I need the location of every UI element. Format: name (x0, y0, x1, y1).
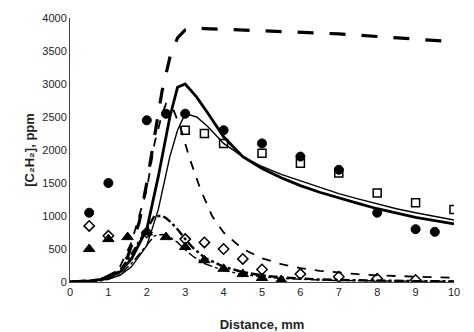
svg-text:3000: 3000 (42, 78, 66, 90)
svg-text:2000: 2000 (42, 144, 66, 156)
svg-text:1000: 1000 (42, 210, 66, 222)
svg-text:4: 4 (221, 286, 227, 298)
svg-text:[C₂H₂], ppm: [C₂H₂], ppm (22, 113, 37, 187)
svg-text:9: 9 (413, 286, 419, 298)
svg-text:4000: 4000 (42, 12, 66, 24)
svg-text:0: 0 (67, 286, 73, 298)
svg-text:500: 500 (48, 243, 66, 255)
svg-text:3: 3 (182, 286, 188, 298)
svg-text:3500: 3500 (42, 45, 66, 57)
svg-text:2500: 2500 (42, 111, 66, 123)
svg-text:1500: 1500 (42, 177, 66, 189)
svg-text:7: 7 (336, 286, 342, 298)
svg-text:0: 0 (61, 276, 67, 288)
svg-text:2: 2 (144, 286, 150, 298)
svg-text:Distance, mm: Distance, mm (220, 317, 305, 332)
svg-text:5: 5 (259, 286, 265, 298)
svg-text:6: 6 (297, 286, 303, 298)
svg-text:10: 10 (448, 286, 460, 298)
svg-text:1: 1 (105, 286, 111, 298)
svg-text:8: 8 (374, 286, 380, 298)
